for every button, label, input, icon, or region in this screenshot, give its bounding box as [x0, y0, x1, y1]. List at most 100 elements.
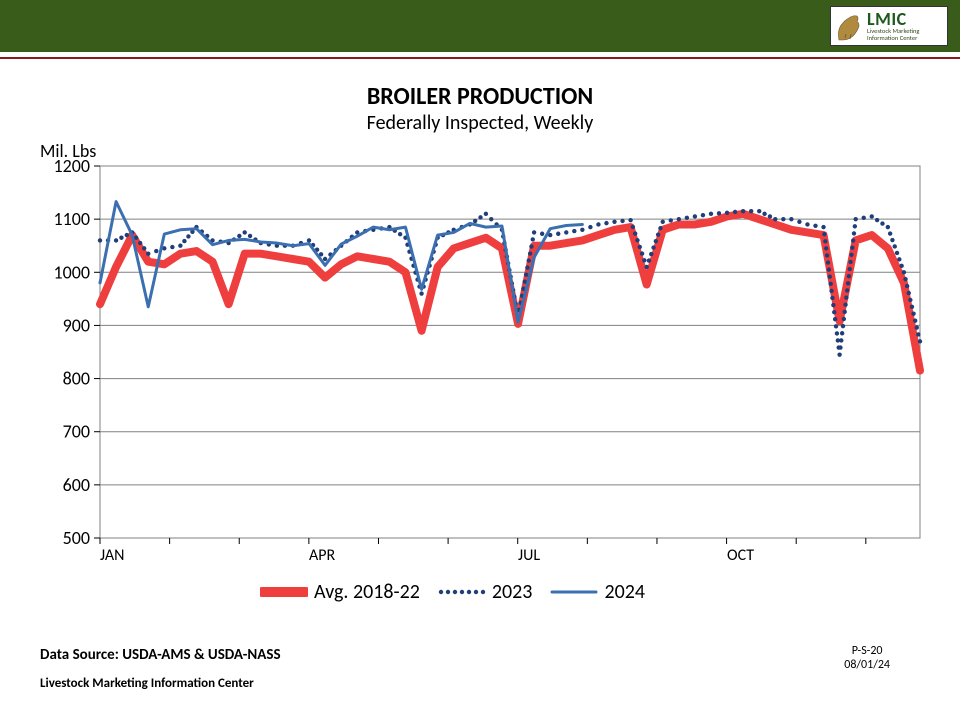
series-y2023 — [556, 232, 560, 236]
series-y2023 — [596, 222, 600, 226]
series-y2023 — [528, 251, 532, 255]
series-y2023 — [473, 219, 477, 223]
series-y2023 — [661, 220, 665, 224]
series-y2023 — [580, 228, 584, 232]
series-y2023 — [524, 272, 528, 276]
series-y2023 — [797, 220, 801, 224]
series-y2023 — [237, 234, 241, 238]
series-y2023 — [307, 238, 311, 242]
series-y2023 — [489, 217, 493, 221]
series-y2023 — [186, 234, 190, 238]
series-y2023 — [749, 209, 753, 213]
series-y2023 — [825, 253, 829, 257]
series-y2023 — [832, 310, 836, 314]
series-y2023 — [142, 246, 146, 250]
attribution: Livestock Marketing Information Center — [40, 676, 254, 691]
series-y2023 — [880, 221, 884, 225]
series-y2023 — [781, 217, 785, 221]
series-y2023 — [604, 221, 608, 225]
series-y2023 — [635, 238, 639, 242]
series-y2023 — [844, 295, 848, 299]
series-y2023 — [125, 233, 129, 237]
series-y2023 — [741, 209, 745, 213]
series-y2023 — [531, 237, 535, 241]
series-y2023 — [540, 232, 544, 236]
x-tick-label: JUL — [518, 546, 540, 565]
series-y2023 — [850, 245, 854, 249]
series-y2023 — [888, 231, 892, 235]
series-y2023 — [822, 232, 826, 236]
series-y2023 — [839, 338, 843, 342]
series-y2023 — [248, 234, 252, 238]
y-tick-label: 1100 — [54, 208, 91, 230]
series-y2023 — [114, 238, 118, 242]
series-y2023 — [631, 225, 635, 229]
y-tick-label: 600 — [63, 474, 90, 496]
series-y2023 — [895, 251, 899, 255]
series-y2023 — [525, 265, 529, 269]
series-y2023 — [826, 260, 830, 264]
figure-code: P-S-20 08/01/24 — [844, 644, 890, 673]
series-y2023 — [908, 298, 912, 302]
y-tick-label: 800 — [63, 368, 90, 390]
series-y2023 — [821, 225, 825, 229]
series-y2023 — [842, 317, 846, 321]
series-y2023 — [178, 244, 182, 248]
series-y2023 — [119, 236, 123, 240]
series-y2023 — [419, 291, 423, 295]
series-y2023 — [789, 217, 793, 221]
data-source: Data Source: USDA-AMS & USDA-NASS — [40, 646, 281, 664]
series-y2023 — [170, 245, 174, 249]
series-y2023 — [841, 324, 845, 328]
series-y2023 — [829, 289, 833, 293]
series-y2023 — [833, 317, 837, 321]
series-y2023 — [842, 310, 846, 314]
series-y2023 — [838, 345, 842, 349]
x-tick-label: OCT — [727, 546, 754, 565]
figure-date: 08/01/24 — [844, 658, 890, 672]
plot-area — [100, 166, 920, 538]
series-y2023 — [905, 284, 909, 288]
series-y2023 — [642, 258, 646, 262]
data-source-text: Data Source: USDA-AMS & USDA-NASS — [40, 646, 281, 664]
series-y2023 — [182, 239, 186, 243]
series-y2023 — [134, 236, 138, 240]
series-y2023 — [827, 267, 831, 271]
series-y2023 — [852, 231, 856, 235]
series-y2023 — [649, 252, 653, 256]
series-y2023 — [572, 229, 576, 233]
series-y2023 — [588, 225, 592, 229]
series-y2023 — [154, 249, 158, 253]
series-y2023 — [848, 267, 852, 271]
series-y2023 — [620, 219, 624, 223]
series-y2023 — [640, 251, 644, 255]
series-y2023 — [564, 230, 568, 234]
series-y2023 — [910, 305, 914, 309]
series-y2023 — [805, 222, 809, 226]
y-tick-label: 700 — [63, 421, 90, 443]
figure-code-id: P-S-20 — [844, 644, 890, 658]
series-y2023 — [773, 217, 777, 221]
series-y2023 — [913, 318, 917, 322]
series-y2023 — [527, 258, 531, 262]
series-y2023 — [669, 218, 673, 222]
series-y2023 — [899, 264, 903, 268]
series-y2023 — [828, 282, 832, 286]
series-y2023 — [853, 224, 857, 228]
series-y2023 — [733, 210, 737, 214]
y-tick-label: 1000 — [54, 261, 91, 283]
series-y2023 — [98, 238, 102, 242]
series-y2023 — [911, 312, 915, 316]
legend-swatch-y2023 — [438, 582, 486, 602]
series-y2023 — [685, 216, 689, 220]
series-y2023 — [849, 253, 853, 257]
series-y2023 — [633, 231, 637, 235]
series-y2023 — [398, 232, 402, 236]
x-tick-label: APR — [309, 546, 336, 565]
series-y2023 — [893, 244, 897, 248]
line-chart: 500600700800900100011001200JANAPRJULOCT — [0, 0, 960, 720]
series-y2023 — [890, 238, 894, 242]
series-y2023 — [870, 214, 874, 218]
series-y2023 — [916, 332, 920, 336]
series-y2023 — [651, 245, 655, 249]
